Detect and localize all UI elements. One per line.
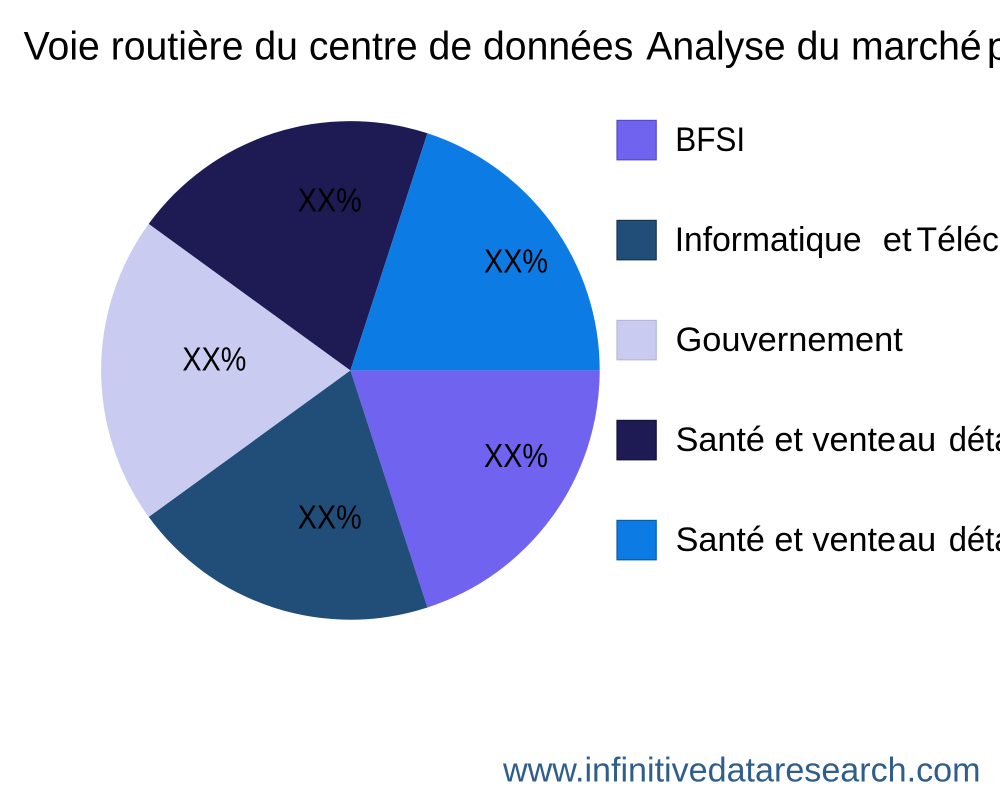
- svg-text:Santé et vente: Santé et vente: [676, 421, 896, 459]
- svg-text:détail: détail: [949, 421, 1000, 459]
- svg-text:Télécommunications: Télécommunications: [917, 221, 1000, 259]
- svg-text:au: au: [898, 421, 936, 459]
- svg-text:et: et: [883, 221, 912, 259]
- svg-text:Analyse du marché: Analyse du marché: [646, 25, 981, 69]
- svg-text:www.infinitivedataresearch.com: www.infinitivedataresearch.com: [502, 751, 981, 789]
- svg-text:XX%: XX%: [182, 340, 246, 377]
- svg-text:XX%: XX%: [298, 182, 362, 219]
- svg-text:détail: détail: [949, 521, 1000, 559]
- svg-text:au: au: [898, 521, 936, 559]
- svg-text:Santé et vente: Santé et vente: [676, 521, 896, 559]
- svg-text:pa: pa: [987, 25, 1000, 69]
- svg-text:XX%: XX%: [484, 437, 548, 474]
- svg-text:XX%: XX%: [298, 498, 362, 535]
- svg-text:Voie routière du centre de don: Voie routière du centre de données: [24, 25, 634, 69]
- svg-text:Informatique: Informatique: [675, 221, 862, 259]
- svg-text:XX%: XX%: [484, 243, 548, 280]
- svg-text:BFSI: BFSI: [675, 121, 745, 159]
- svg-text:Gouvernement: Gouvernement: [676, 321, 904, 359]
